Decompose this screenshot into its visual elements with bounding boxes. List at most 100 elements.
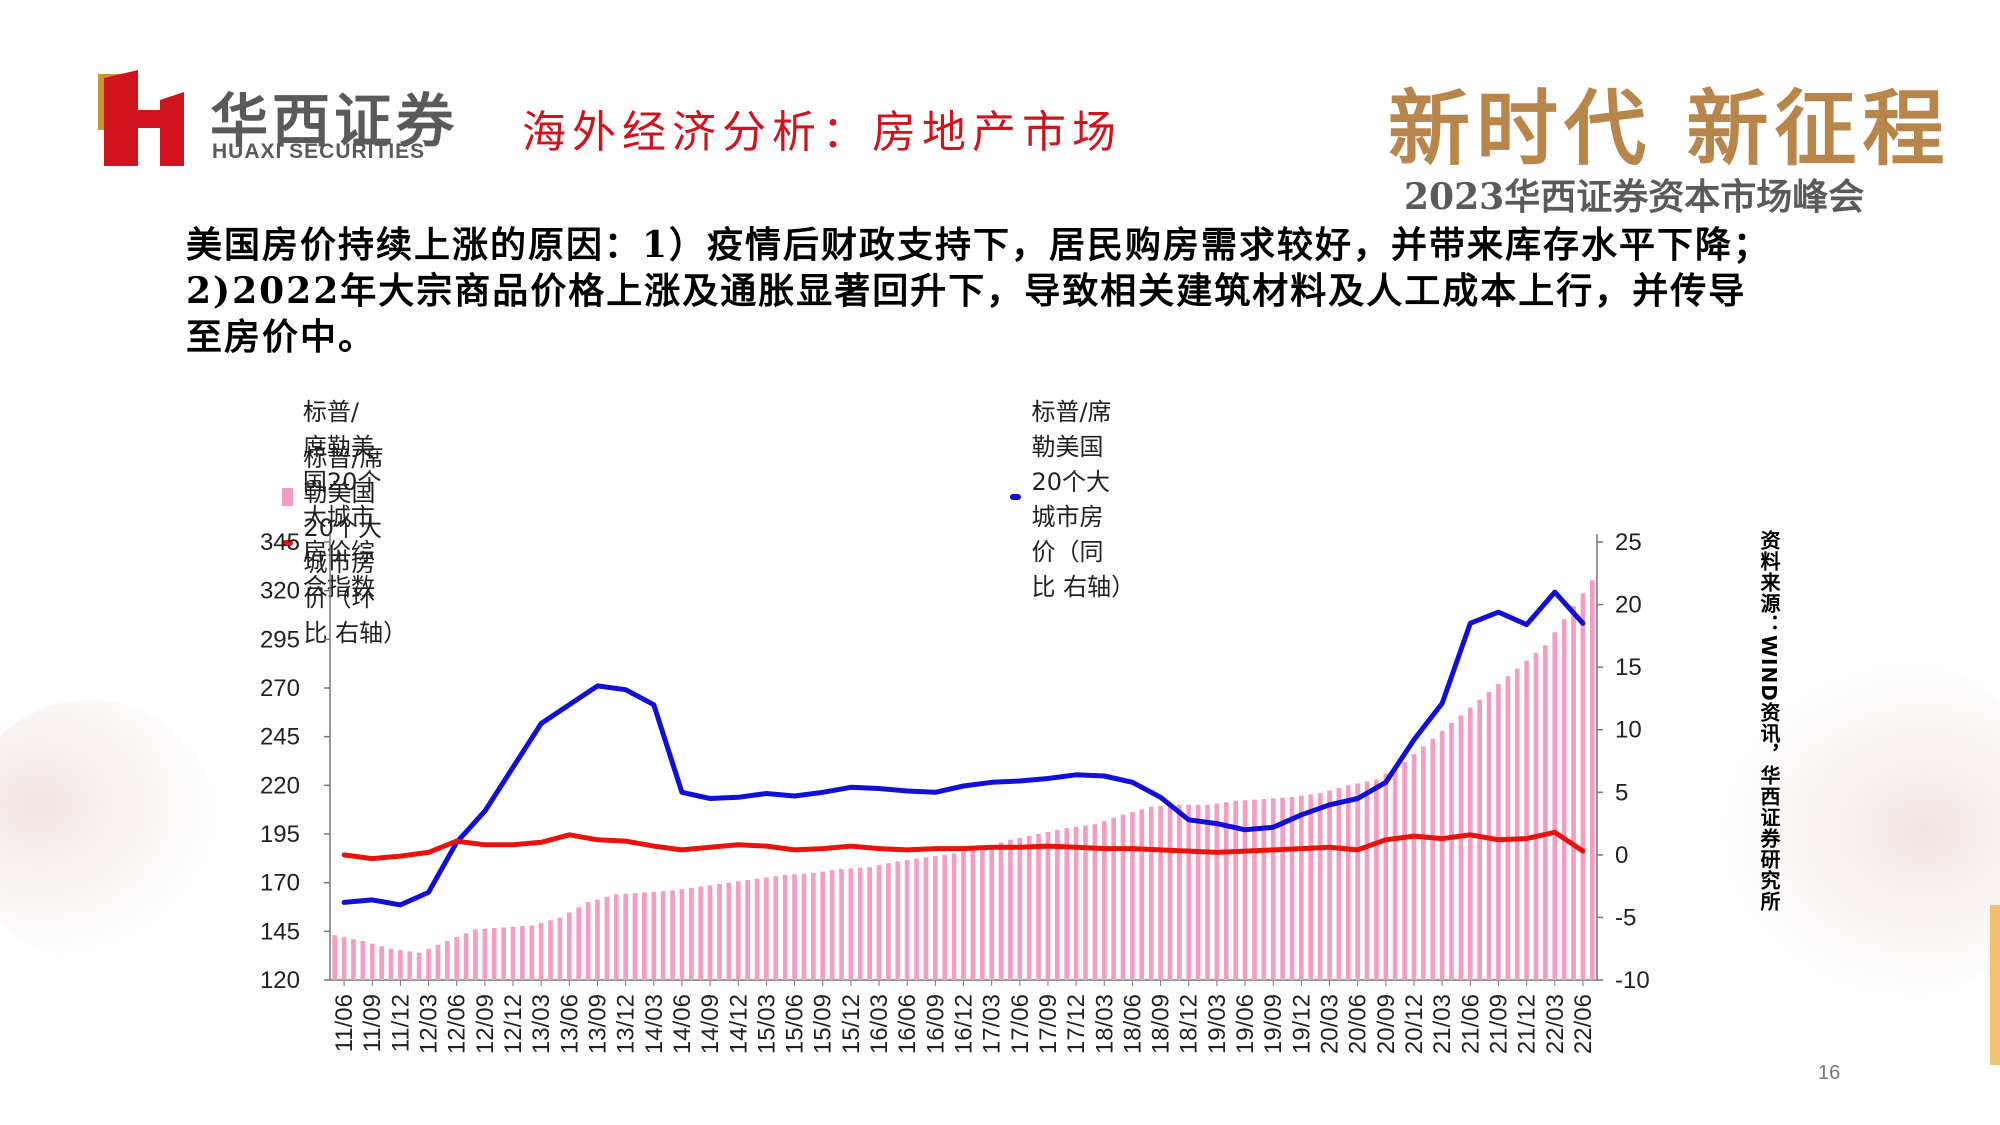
index-bar	[857, 867, 863, 980]
index-bar	[1589, 580, 1595, 980]
x-axis-tick-label: 13/03	[528, 994, 555, 1054]
x-axis-tick-label: 13/09	[585, 994, 612, 1054]
x-axis-tick-label: 20/03	[1317, 994, 1344, 1054]
left-axis-tick-label: 220	[260, 772, 300, 799]
index-bar	[379, 946, 384, 980]
index-bar	[1317, 793, 1323, 980]
x-axis-tick-label: 16/06	[894, 994, 921, 1054]
right-axis-tick-label: 5	[1615, 779, 1628, 806]
index-bar	[867, 867, 872, 980]
x-axis-tick-label: 19/09	[1260, 994, 1287, 1054]
x-axis-tick-label: 16/09	[922, 994, 949, 1054]
index-bar	[1008, 839, 1013, 980]
x-axis-tick-label: 18/03	[1091, 994, 1118, 1054]
index-bar	[848, 868, 854, 980]
index-bar	[754, 878, 760, 980]
index-bar	[1421, 746, 1426, 980]
index-bar	[688, 887, 694, 980]
index-bar	[426, 948, 431, 980]
index-bar	[961, 851, 966, 980]
right-axis-tick-label: 0	[1615, 842, 1628, 869]
index-bar	[895, 861, 901, 980]
left-axis-tick-label: 245	[260, 724, 300, 751]
slide-title: 海外经济分析：房地产市场	[522, 107, 1122, 158]
legend-label-mom: 标普/席勒美国20个大城市房价（环比 右轴）	[303, 444, 408, 647]
index-bar	[782, 874, 788, 980]
index-bar	[1064, 828, 1070, 980]
x-axis-tick-label: 14/09	[697, 994, 724, 1054]
index-bar	[1336, 787, 1342, 980]
index-bar	[914, 858, 919, 980]
event-slogan: 新时代 新征程	[1388, 81, 1951, 177]
index-bar	[1233, 800, 1239, 980]
x-axis-tick-label: 22/03	[1542, 994, 1569, 1054]
right-axis-tick-label: -5	[1615, 904, 1636, 931]
index-bar	[491, 928, 497, 980]
index-bar	[388, 948, 394, 980]
legend-swatch-mom	[282, 540, 294, 546]
index-bar	[1017, 837, 1023, 980]
left-axis-tick-label: 320	[260, 578, 300, 605]
logo-english-text: HUAXI SECURITIES	[212, 140, 426, 163]
x-axis-tick-label: 15/09	[810, 994, 837, 1054]
index-bar	[548, 920, 553, 980]
index-bar	[369, 943, 375, 980]
index-bar	[360, 941, 366, 980]
index-bar	[1261, 798, 1267, 980]
index-bar	[1280, 797, 1285, 980]
x-axis-tick-label: 13/06	[556, 994, 583, 1054]
index-bar	[1101, 821, 1107, 980]
index-bar	[1177, 804, 1182, 980]
index-bar	[1092, 824, 1098, 980]
index-bar	[839, 869, 844, 980]
x-axis-tick-label: 21/03	[1429, 994, 1456, 1054]
index-bar	[1552, 632, 1558, 980]
right-axis-tick-label: 20	[1615, 592, 1642, 619]
index-bar	[341, 937, 347, 980]
index-bar	[416, 952, 422, 980]
right-axis-tick-label: 10	[1615, 717, 1642, 744]
index-bar	[1055, 830, 1060, 980]
x-axis-tick-label: 18/09	[1148, 994, 1175, 1054]
x-axis-tick-label: 14/06	[669, 994, 696, 1054]
index-bar	[1083, 825, 1088, 980]
index-bar	[1205, 804, 1210, 980]
left-axis-tick-label: 270	[260, 675, 300, 702]
index-bar	[979, 847, 985, 980]
index-bar	[1139, 809, 1145, 980]
index-bar	[1374, 779, 1379, 980]
index-bar	[932, 856, 938, 980]
index-bar	[1045, 832, 1051, 980]
index-bar	[585, 902, 591, 980]
x-axis-tick-label: 20/09	[1373, 994, 1400, 1054]
index-bar	[1402, 761, 1407, 980]
index-bar	[698, 886, 704, 980]
index-bar	[876, 865, 882, 980]
left-axis-tick-label: 145	[260, 918, 300, 945]
index-bar	[1430, 738, 1436, 980]
index-bar	[810, 872, 816, 980]
index-bar	[801, 873, 807, 980]
x-axis-tick-label: 19/06	[1232, 994, 1259, 1054]
legend-item-index: 标普/席勒美国20个大城市房价综合指数	[282, 392, 382, 602]
index-bar	[1439, 730, 1445, 980]
legend-item-yoy: 标普/席勒美国20个大城市房价（同比 右轴）	[1010, 392, 1135, 602]
index-bar	[1289, 797, 1295, 980]
index-bar	[501, 927, 506, 980]
index-bar	[1467, 707, 1473, 980]
index-bar	[707, 885, 713, 980]
mom-series-line	[341, 829, 1586, 862]
logo-chinese-text: 华西证券	[210, 87, 459, 155]
index-bar	[1383, 773, 1389, 980]
index-bar	[670, 890, 675, 980]
yoy-series-line	[341, 589, 1586, 908]
background-swoosh-right	[1720, 660, 2000, 1000]
left-axis-tick-label: 345	[260, 529, 300, 556]
x-axis-tick-label: 11/09	[359, 994, 386, 1052]
index-bar	[1195, 804, 1201, 980]
index-bar	[951, 853, 957, 980]
x-axis-tick-label: 14/03	[641, 994, 668, 1054]
x-axis-tick-label: 11/12	[387, 994, 414, 1052]
index-bar	[1299, 795, 1304, 980]
index-bar	[1073, 826, 1079, 980]
